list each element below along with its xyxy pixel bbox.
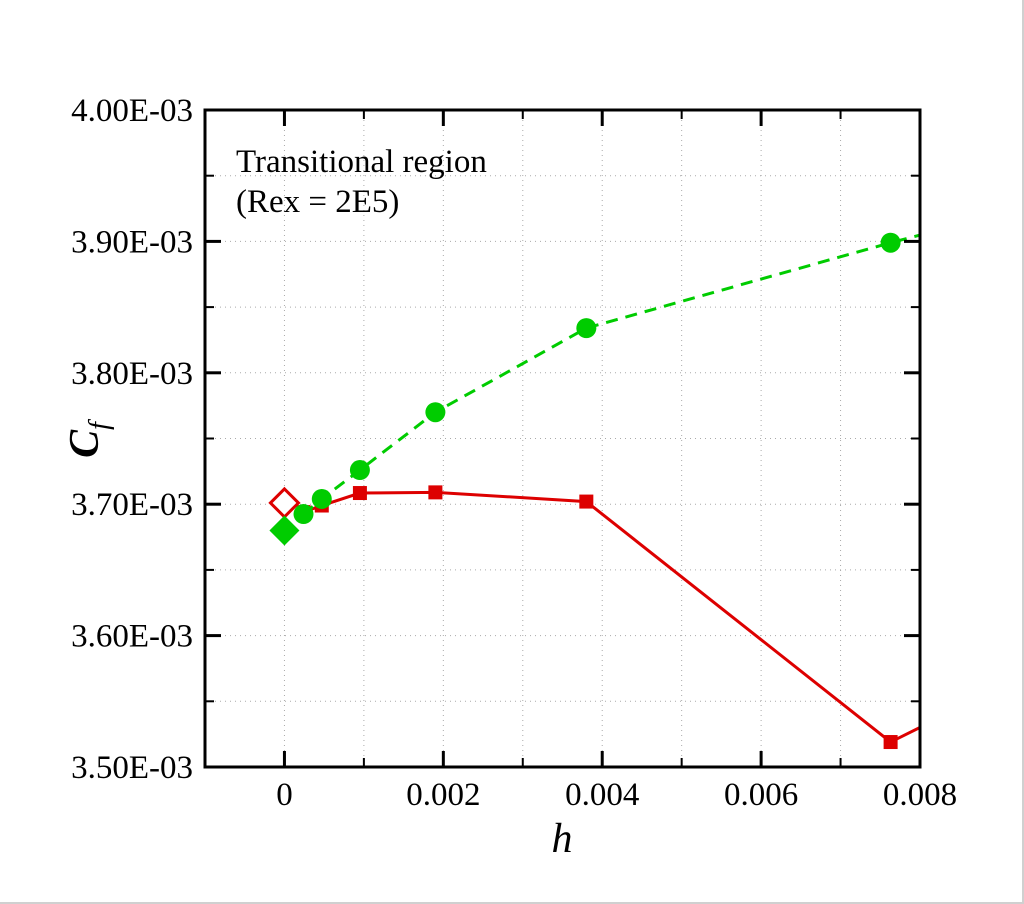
y-tick-label: 3.60E-03 bbox=[71, 619, 193, 655]
frame-edge bbox=[0, 902, 1024, 904]
annotation-line-2: (Rex = 2E5) bbox=[236, 184, 399, 220]
y-tick-label: 3.80E-03 bbox=[71, 356, 193, 392]
y-tick-label: 3.90E-03 bbox=[71, 224, 193, 260]
x-tick-label: 0.006 bbox=[724, 777, 798, 813]
series-layer bbox=[268, 232, 920, 750]
data-point bbox=[349, 460, 370, 481]
data-point bbox=[311, 488, 332, 509]
data-point bbox=[293, 504, 314, 525]
series-squares bbox=[303, 490, 920, 744]
annotation-line-1: Transitional region bbox=[236, 144, 487, 180]
data-point bbox=[883, 735, 898, 750]
x-tick-label: 0 bbox=[276, 777, 293, 813]
y-tick-label: 4.00E-03 bbox=[71, 93, 193, 129]
y-axis-label-subscript: f bbox=[84, 419, 115, 430]
y-axis-label: C bbox=[62, 429, 108, 458]
x-axis-label: h bbox=[552, 816, 573, 862]
ticks: 0 0.002 0.004 0.006 0.008 3.50E-03 3.60E-03 3.7… bbox=[71, 93, 957, 813]
y-tick-label: 3.70E-03 bbox=[71, 487, 193, 523]
data-point bbox=[576, 318, 597, 339]
data-point bbox=[428, 485, 443, 500]
data-point bbox=[880, 232, 901, 253]
svg-text:Cf: Cf bbox=[62, 419, 115, 458]
x-tick-label: 0.002 bbox=[406, 777, 480, 813]
y-tick-label: 3.50E-03 bbox=[71, 750, 193, 786]
data-point bbox=[425, 402, 446, 423]
data-point bbox=[579, 494, 594, 509]
data-point bbox=[352, 486, 367, 501]
series-line bbox=[303, 490, 920, 744]
frame-edge bbox=[1022, 0, 1024, 904]
extrapolated-point bbox=[269, 515, 300, 546]
x-tick-label: 0.008 bbox=[883, 777, 957, 813]
grid bbox=[205, 110, 920, 767]
x-tick-label: 0.004 bbox=[565, 777, 639, 813]
